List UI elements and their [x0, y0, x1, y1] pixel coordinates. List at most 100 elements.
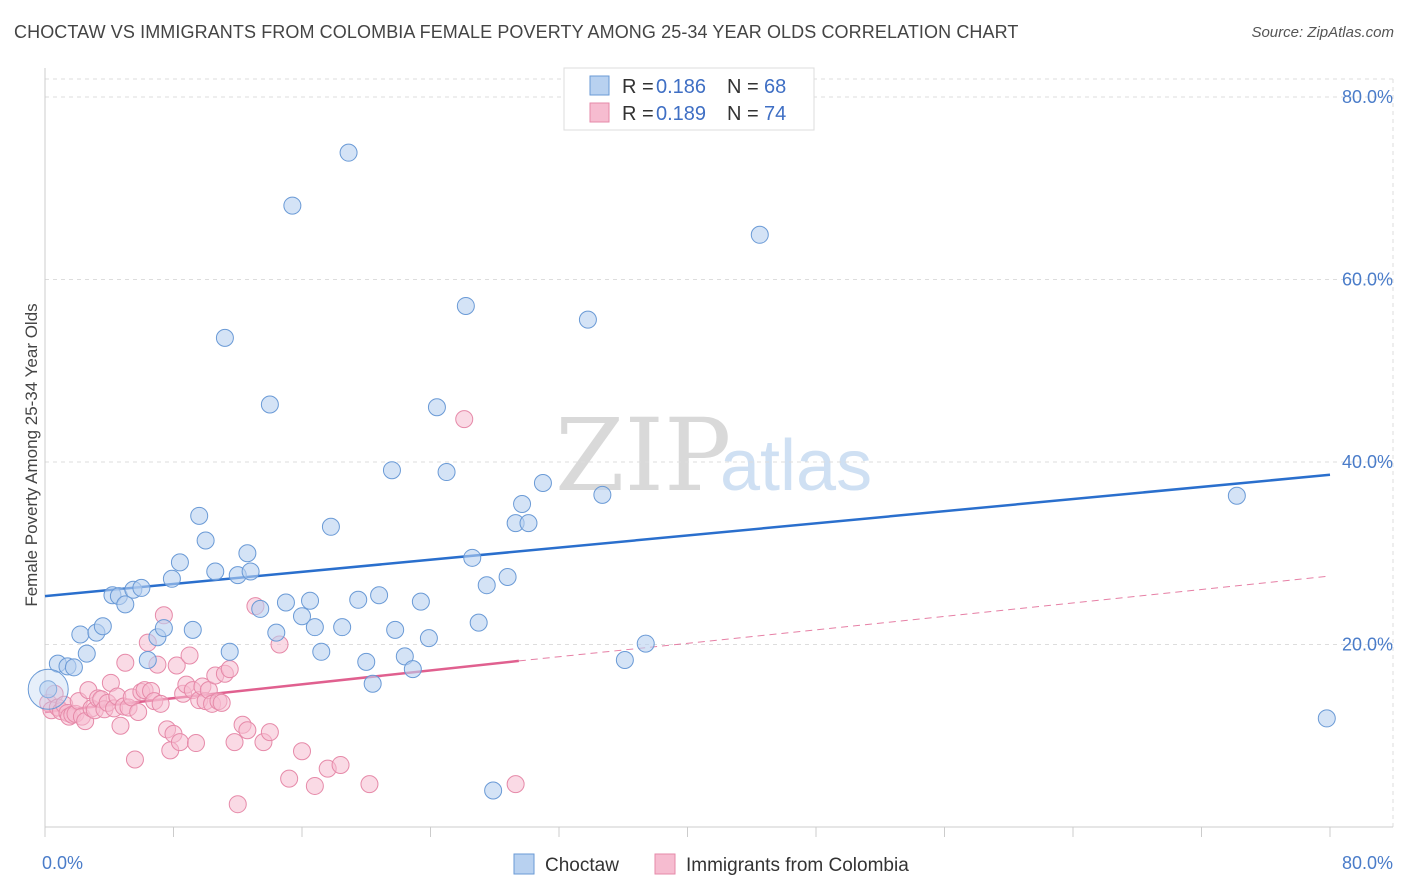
point-choctaw-cluster: [27, 668, 69, 710]
point-choctaw-3: [64, 658, 83, 677]
point-choctaw-33: [301, 591, 320, 610]
chart-title: CHOCTAW VS IMMIGRANTS FROM COLOMBIA FEMA…: [14, 22, 1019, 42]
point-colombia-73: [506, 775, 525, 794]
point-colombia-58: [225, 733, 244, 752]
point-choctaw-22: [215, 328, 234, 347]
point-choctaw-65: [750, 225, 769, 244]
legend-n-label-1: N =: [727, 76, 759, 98]
point-choctaw-46: [403, 660, 422, 679]
point-choctaw-41: [363, 674, 382, 693]
point-choctaw-27: [251, 599, 270, 618]
point-colombia-23: [111, 716, 130, 735]
point-choctaw-39: [349, 590, 368, 609]
point-choctaw-28: [260, 395, 279, 414]
point-colombia-28: [125, 750, 144, 769]
point-choctaw-47: [411, 592, 430, 611]
point-choctaw-38: [339, 143, 358, 162]
point-colombia-66: [280, 769, 299, 788]
legend-r-value-2: 0.189: [656, 103, 706, 125]
point-choctaw-60: [533, 473, 552, 492]
point-choctaw-18: [183, 620, 202, 639]
source-credit: Source: ZipAtlas.com: [1251, 24, 1394, 41]
point-choctaw-49: [427, 398, 446, 417]
bottom-legend: Choctaw Immigrants from Colombia: [513, 853, 909, 876]
legend-r-label-2: R =: [622, 103, 654, 125]
point-choctaw-42: [370, 586, 389, 605]
point-choctaw-15: [154, 619, 173, 638]
point-choctaw-59: [519, 514, 538, 533]
point-choctaw-32: [293, 607, 311, 626]
point-choctaw-67: [1317, 709, 1336, 728]
point-choctaw-63: [615, 651, 634, 670]
point-choctaw-56: [498, 567, 517, 586]
point-choctaw-20: [196, 531, 215, 550]
point-choctaw-25: [238, 544, 257, 563]
tick-labels: 20.0% 40.0% 60.0% 80.0% 0.0% 80.0%: [42, 87, 1393, 873]
x-tick-label-min: 0.0%: [42, 853, 83, 873]
legend-n-label-2: N =: [727, 103, 759, 125]
y-tick-label-80: 80.0%: [1342, 87, 1393, 107]
point-choctaw-55: [484, 781, 503, 800]
point-choctaw-61: [578, 310, 597, 329]
point-choctaw-0: [39, 680, 58, 699]
point-choctaw-52: [463, 548, 482, 567]
point-choctaw-17: [170, 553, 189, 572]
point-colombia-36: [151, 694, 170, 713]
point-choctaw-34: [305, 618, 324, 637]
point-choctaw-40: [357, 652, 376, 671]
x-tick-label-max: 80.0%: [1342, 853, 1393, 873]
point-colombia-45: [180, 646, 199, 665]
point-colombia-47: [186, 734, 205, 753]
legend-n-value-2: 74: [764, 103, 786, 125]
y-tick-label-60: 60.0%: [1342, 270, 1393, 290]
point-choctaw-31: [283, 196, 302, 215]
point-colombia-55: [212, 693, 231, 712]
legend: R = 0.186 N = 68 R = 0.189 N = 74: [563, 67, 815, 131]
point-choctaw-5: [77, 644, 96, 663]
point-colombia-25: [116, 653, 135, 672]
bottom-legend-swatch-choctaw: [513, 853, 535, 875]
point-choctaw-30: [276, 593, 295, 612]
point-colombia-70: [331, 755, 350, 774]
point-choctaw-37: [333, 618, 352, 637]
legend-n-value-1: 68: [764, 76, 786, 98]
bottom-legend-label-colombia: Immigrants from Colombia: [686, 855, 909, 876]
y-tick-label-40: 40.0%: [1342, 452, 1393, 472]
point-colombia-68: [305, 776, 324, 795]
point-colombia-57: [220, 660, 239, 679]
point-choctaw-26: [241, 562, 260, 581]
point-choctaw-13: [138, 651, 157, 670]
point-choctaw-64: [636, 634, 655, 653]
legend-swatch-colombia: [589, 102, 610, 123]
point-colombia-42: [170, 733, 189, 752]
bottom-legend-label-choctaw: Choctaw: [545, 855, 619, 876]
point-colombia-59: [228, 795, 247, 814]
legend-r-label-1: R =: [622, 76, 654, 98]
point-choctaw-51: [456, 296, 475, 315]
point-choctaw-7: [93, 617, 112, 636]
watermark-zip: ZIP: [555, 397, 731, 514]
point-choctaw-62: [593, 485, 612, 504]
point-choctaw-50: [437, 463, 456, 482]
point-choctaw-54: [477, 576, 496, 595]
series-choctaw-points: [27, 143, 1336, 800]
bottom-legend-swatch-colombia: [654, 853, 676, 875]
point-choctaw-10: [116, 595, 135, 614]
point-choctaw-45: [395, 647, 414, 666]
point-choctaw-58: [513, 494, 532, 513]
y-tick-label-20: 20.0%: [1342, 635, 1393, 655]
point-choctaw-21: [206, 562, 225, 581]
point-choctaw-29: [267, 623, 286, 642]
point-choctaw-44: [386, 620, 405, 639]
y-axis-title: Female Poverty Among 25-34 Year Olds: [22, 303, 41, 606]
point-choctaw-35: [312, 642, 331, 661]
point-choctaw-36: [321, 517, 340, 536]
point-choctaw-43: [382, 461, 401, 480]
point-colombia-67: [293, 742, 311, 761]
point-choctaw-66: [1227, 486, 1246, 505]
point-colombia-64: [260, 723, 279, 742]
point-colombia-71: [360, 775, 379, 794]
point-colombia-29: [129, 703, 148, 722]
legend-swatch-choctaw: [589, 75, 610, 96]
